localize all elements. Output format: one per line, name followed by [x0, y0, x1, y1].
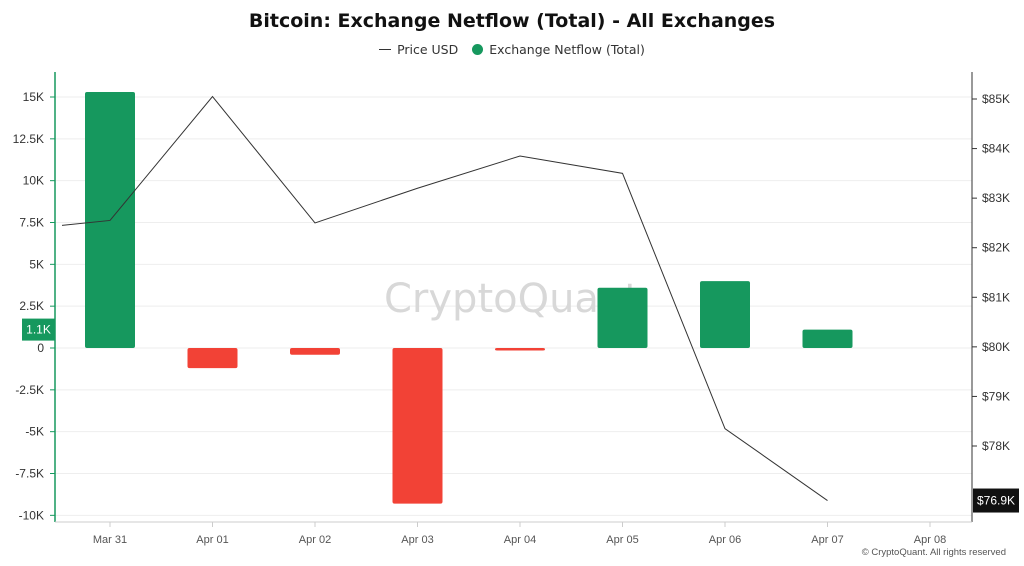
left-tick-label-4: 5K [29, 257, 44, 271]
left-tick-label-8: -5K [25, 425, 44, 439]
current-value-badges: 1.1K $76.9K [22, 318, 1019, 513]
bar-2[interactable] [290, 348, 340, 355]
legend: Price USD Exchange Netflow (Total) [0, 42, 1024, 57]
x-tick-label-7: Apr 07 [811, 534, 843, 546]
legend-dot-icon [472, 44, 484, 55]
bar-1[interactable] [187, 348, 238, 369]
left-tick-label-6: 0 [37, 341, 44, 355]
legend-item-price[interactable]: Price USD [379, 42, 458, 57]
right-tick-labels: $85K $84K $83K $82K $81K $80K $79K $78K [972, 92, 1010, 453]
right-tick-label-1: $84K [982, 142, 1010, 156]
x-tick-label-6: Apr 06 [709, 534, 741, 546]
right-tick-label-0: $85K [982, 92, 1010, 106]
price-line-group [61, 95, 828, 501]
right-current-label: $76.9K [977, 494, 1015, 508]
copyright-text: © CryptoQuant. All rights reserved [861, 547, 1006, 558]
left-current-label: 1.1K [26, 323, 51, 337]
legend-item-netflow[interactable]: Exchange Netflow (Total) [472, 42, 645, 57]
left-current-badge [22, 318, 55, 341]
x-tick-label-0: Mar 31 [93, 534, 127, 546]
right-tick-label-6: $79K [982, 389, 1010, 403]
left-tick-labels: 15K 12.5K 10K 7.5K 5K 2.5K 0 -2.5K -5K -7.5K -10K [13, 90, 55, 522]
price-line[interactable] [61, 95, 828, 501]
bar-6[interactable] [700, 281, 750, 348]
right-tick-label-2: $83K [982, 191, 1010, 205]
legend-line-icon [379, 49, 392, 50]
left-tick-label-3: 7.5K [19, 216, 44, 230]
legend-label-netflow: Exchange Netflow (Total) [489, 42, 645, 57]
legend-label-price: Price USD [397, 42, 459, 57]
right-current-badge [973, 488, 1019, 513]
right-tick-label-3: $82K [982, 241, 1010, 255]
x-tick-label-3: Apr 03 [401, 534, 433, 546]
left-tick-label-9: -7.5K [15, 467, 44, 481]
x-tick-label-4: Apr 04 [504, 534, 536, 546]
right-tick-label-7: $78K [982, 439, 1010, 453]
bars-group [85, 91, 853, 504]
bar-4[interactable] [495, 348, 545, 351]
left-tick-label-2: 10K [23, 174, 44, 188]
left-tick-label-0: 15K [23, 90, 44, 104]
x-tick-label-2: Apr 02 [299, 534, 331, 546]
watermark-text: CryptoQuant [384, 276, 640, 322]
bar-5[interactable] [597, 287, 648, 348]
x-tick-label-5: Apr 05 [606, 534, 638, 546]
right-tick-label-4: $81K [982, 290, 1010, 304]
left-tick-label-10: -10K [19, 508, 44, 522]
left-tick-label-7: -2.5K [15, 383, 44, 397]
right-tick-label-5: $80K [982, 340, 1010, 354]
left-tick-label-1: 12.5K [13, 132, 44, 146]
left-tick-label-5: 2.5K [19, 299, 44, 313]
bar-3[interactable] [392, 348, 443, 504]
x-tick-label-1: Apr 01 [196, 534, 228, 546]
chart-title: Bitcoin: Exchange Netflow (Total) - All … [248, 10, 776, 32]
x-tick-label-8: Apr 08 [914, 534, 946, 546]
bar-7[interactable] [802, 329, 853, 348]
x-tick-labels: Mar 31 Apr 01 Apr 02 Apr 03 Apr 04 Apr 05 Apr … [93, 522, 946, 546]
